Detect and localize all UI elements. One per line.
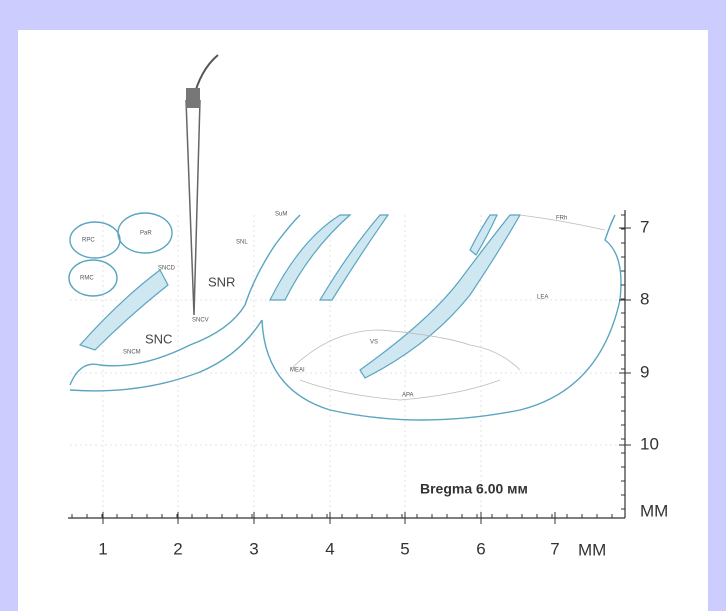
region-label: SNCD <box>158 266 176 272</box>
x-tick-label: 6 <box>476 539 485 558</box>
page: Bregma 6.00 мм 1 2 3 4 5 6 7 MM 7 8 9 10 MM RPC PaR RM… <box>0 0 726 611</box>
x-unit: MM <box>578 540 606 559</box>
region-label: FRh <box>556 216 567 222</box>
region-label: SNC <box>145 331 172 346</box>
region-label: VS <box>370 340 378 346</box>
region-label: LEA <box>537 295 548 301</box>
x-tick-label: 3 <box>249 539 258 558</box>
y-tick-label: 8 <box>640 289 649 308</box>
region-label: SNR <box>208 274 235 289</box>
x-tick-label: 4 <box>325 539 334 558</box>
diagram: Bregma 6.00 мм 1 2 3 4 5 6 7 MM 7 8 9 10 MM RPC PaR RM… <box>0 0 726 611</box>
x-tick-label: 7 <box>550 539 559 558</box>
x-tick-label: 2 <box>173 539 182 558</box>
region-label: SuM <box>275 212 287 218</box>
caption: Bregma 6.00 мм <box>420 481 528 497</box>
y-tick-label: 7 <box>640 217 649 236</box>
region-label: SNL <box>236 240 248 246</box>
region-label: RPC <box>82 238 95 244</box>
region-label: SNCV <box>192 318 209 324</box>
y-tick-label: 9 <box>640 362 649 381</box>
region-label: SNCM <box>123 350 141 356</box>
x-tick-label: 1 <box>98 539 107 558</box>
y-unit: MM <box>640 501 668 520</box>
region-label: PaR <box>140 231 152 237</box>
y-tick-label: 10 <box>640 434 659 453</box>
region-label: RMC <box>80 276 94 282</box>
x-tick-label: 5 <box>400 539 409 558</box>
region-label: APA <box>402 393 414 399</box>
region-label: MEAI <box>290 368 305 374</box>
